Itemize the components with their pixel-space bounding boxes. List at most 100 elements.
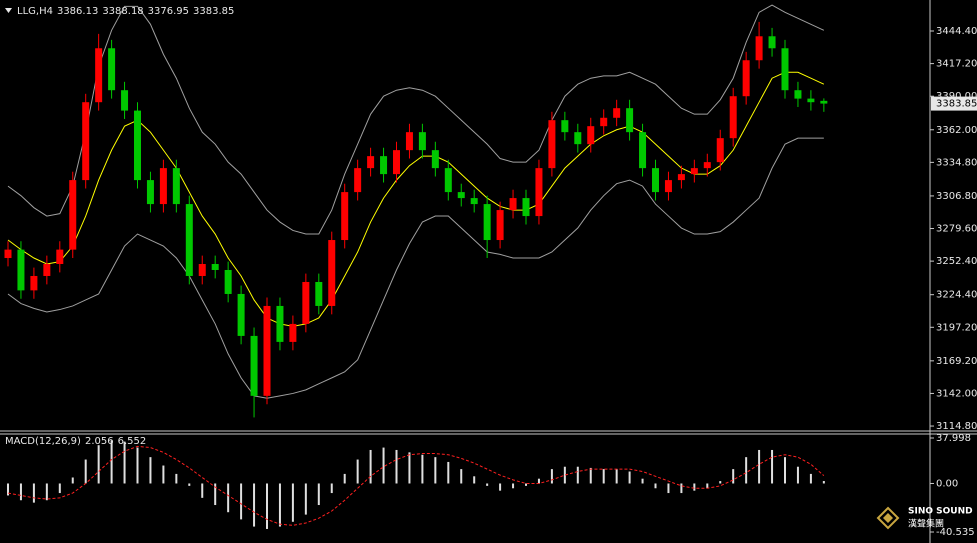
macd-bar bbox=[291, 483, 294, 522]
macd-signal bbox=[7, 445, 825, 526]
bollinger-upper bbox=[7, 4, 825, 235]
macd-bar bbox=[149, 457, 152, 484]
y-tick-label: 3252.40 bbox=[936, 256, 977, 267]
macd-bar bbox=[32, 483, 35, 503]
macd-bar bbox=[667, 483, 670, 494]
macd-bar bbox=[615, 469, 618, 484]
macd-bar bbox=[19, 483, 22, 501]
macd-bar bbox=[123, 441, 126, 484]
candle-body bbox=[4, 249, 12, 259]
candle-body bbox=[652, 168, 659, 193]
macd-bar bbox=[589, 467, 592, 484]
candle-body bbox=[768, 36, 776, 49]
macd-bar bbox=[602, 469, 605, 484]
macd-bar bbox=[822, 481, 825, 484]
candle-body bbox=[613, 108, 621, 118]
candle-body bbox=[690, 168, 698, 175]
candle-body bbox=[263, 305, 271, 396]
last-price-box bbox=[931, 96, 977, 111]
y-tick-label: 0.00 bbox=[936, 478, 958, 489]
candle-body bbox=[677, 174, 685, 181]
macd-bar bbox=[188, 483, 191, 486]
macd-bar bbox=[486, 483, 489, 486]
y-tick-label: 37.998 bbox=[936, 433, 971, 444]
macd-bar bbox=[408, 452, 411, 484]
candle-body bbox=[315, 281, 323, 306]
ohlc-value: 3388.18 bbox=[102, 6, 143, 17]
candle-body bbox=[43, 264, 51, 276]
macd-bar bbox=[136, 447, 139, 484]
macd-bar bbox=[369, 449, 372, 484]
macd-value: 2.056 bbox=[85, 436, 114, 447]
macd-bar bbox=[45, 483, 48, 501]
candle-body bbox=[237, 293, 245, 336]
y-tick-label: 3197.20 bbox=[936, 322, 977, 333]
candle-body bbox=[600, 117, 608, 127]
macd-bar bbox=[7, 483, 9, 496]
candle-body bbox=[134, 110, 141, 181]
symbol-title: LLG,H4 bbox=[17, 6, 53, 17]
candle-body bbox=[444, 168, 452, 193]
macd-bar bbox=[784, 457, 786, 484]
macd-bar bbox=[84, 459, 87, 484]
candle-body bbox=[483, 204, 491, 241]
macd-bar bbox=[201, 483, 204, 498]
macd-bar bbox=[576, 466, 579, 484]
chart-header: LLG,H4 3386.13 3388.18 3376.95 3383.85 bbox=[17, 6, 234, 17]
candle-body bbox=[198, 264, 206, 276]
last-price-label: 3383.85 bbox=[936, 99, 977, 110]
candle-body bbox=[185, 204, 193, 276]
candle-body bbox=[820, 100, 828, 104]
macd-bar bbox=[771, 449, 774, 484]
y-tick-label: 3306.80 bbox=[936, 191, 977, 202]
candle-body bbox=[405, 132, 413, 151]
candle-body bbox=[17, 249, 25, 291]
macd-bar bbox=[317, 483, 320, 506]
macd-bar bbox=[58, 483, 61, 494]
candle-body bbox=[341, 192, 349, 241]
macd-bar bbox=[563, 466, 566, 484]
watermark-name: SINO SOUND bbox=[908, 507, 973, 517]
ohlc-value: 3386.13 bbox=[57, 6, 98, 17]
candle-body bbox=[95, 48, 103, 103]
candle-body bbox=[729, 96, 737, 139]
y-tick-label: 3114.80 bbox=[936, 421, 977, 432]
candle-body bbox=[380, 156, 388, 175]
bollinger-lower bbox=[7, 137, 824, 399]
macd-bar bbox=[227, 483, 230, 513]
macd-bar bbox=[382, 447, 385, 484]
candle-body bbox=[664, 180, 672, 193]
macd-bar bbox=[343, 473, 346, 484]
candle-body bbox=[548, 120, 556, 169]
macd-bar bbox=[641, 478, 644, 484]
candle-body bbox=[639, 132, 647, 169]
macd-bar bbox=[550, 469, 553, 484]
macd-bar bbox=[693, 483, 696, 491]
macd-bar bbox=[654, 483, 657, 489]
y-tick-label: 3444.40 bbox=[936, 26, 977, 37]
macd-value: 6.552 bbox=[118, 436, 147, 447]
candle-body bbox=[574, 132, 582, 145]
candle-body bbox=[121, 90, 129, 111]
candle-body bbox=[224, 269, 232, 294]
macd-bar bbox=[680, 483, 683, 494]
candle-body bbox=[418, 132, 426, 151]
y-tick-label: 3362.00 bbox=[936, 125, 977, 136]
ohlc-value: 3383.85 bbox=[193, 6, 234, 17]
macd-bar bbox=[97, 445, 100, 484]
candle-body bbox=[367, 156, 375, 169]
candle-body bbox=[289, 323, 297, 342]
candle-body bbox=[302, 281, 310, 324]
macd-bar bbox=[447, 461, 450, 484]
macd-bar bbox=[525, 483, 527, 486]
macd-bar bbox=[253, 483, 256, 527]
candle-body bbox=[276, 305, 284, 342]
candle-body bbox=[211, 264, 219, 270]
candle-body bbox=[146, 180, 154, 205]
candle-body bbox=[82, 102, 90, 181]
macd-bar bbox=[162, 465, 165, 484]
macd-bar bbox=[240, 483, 243, 520]
